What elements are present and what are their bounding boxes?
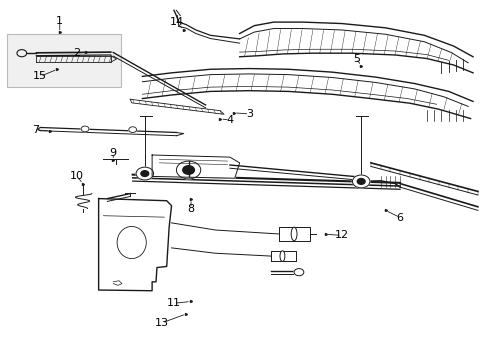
- Text: 10: 10: [70, 171, 83, 181]
- Text: 2: 2: [73, 48, 80, 58]
- Polygon shape: [130, 99, 224, 114]
- Text: 15: 15: [33, 71, 47, 81]
- Ellipse shape: [290, 227, 296, 241]
- Circle shape: [176, 161, 201, 179]
- Text: 8: 8: [187, 203, 194, 213]
- Bar: [7, 34, 121, 87]
- Circle shape: [141, 171, 148, 176]
- Ellipse shape: [117, 226, 146, 258]
- Text: 5: 5: [352, 54, 359, 64]
- Circle shape: [357, 179, 365, 184]
- Text: 3: 3: [245, 109, 252, 119]
- Polygon shape: [152, 155, 239, 178]
- Text: 13: 13: [155, 318, 168, 328]
- Circle shape: [81, 126, 89, 132]
- Text: 14: 14: [169, 17, 183, 27]
- Text: 6: 6: [396, 212, 403, 222]
- Circle shape: [136, 167, 153, 180]
- Text: 7: 7: [32, 125, 39, 135]
- Polygon shape: [271, 251, 295, 261]
- Text: 9: 9: [109, 148, 117, 158]
- Circle shape: [352, 175, 369, 188]
- Ellipse shape: [280, 251, 285, 261]
- Text: 4: 4: [226, 115, 233, 125]
- Polygon shape: [278, 227, 309, 241]
- Text: 12: 12: [334, 230, 348, 240]
- Circle shape: [128, 127, 136, 132]
- Circle shape: [183, 166, 194, 174]
- Polygon shape: [99, 199, 171, 291]
- Text: 1: 1: [56, 16, 63, 26]
- Text: 11: 11: [167, 298, 181, 308]
- Circle shape: [293, 269, 303, 276]
